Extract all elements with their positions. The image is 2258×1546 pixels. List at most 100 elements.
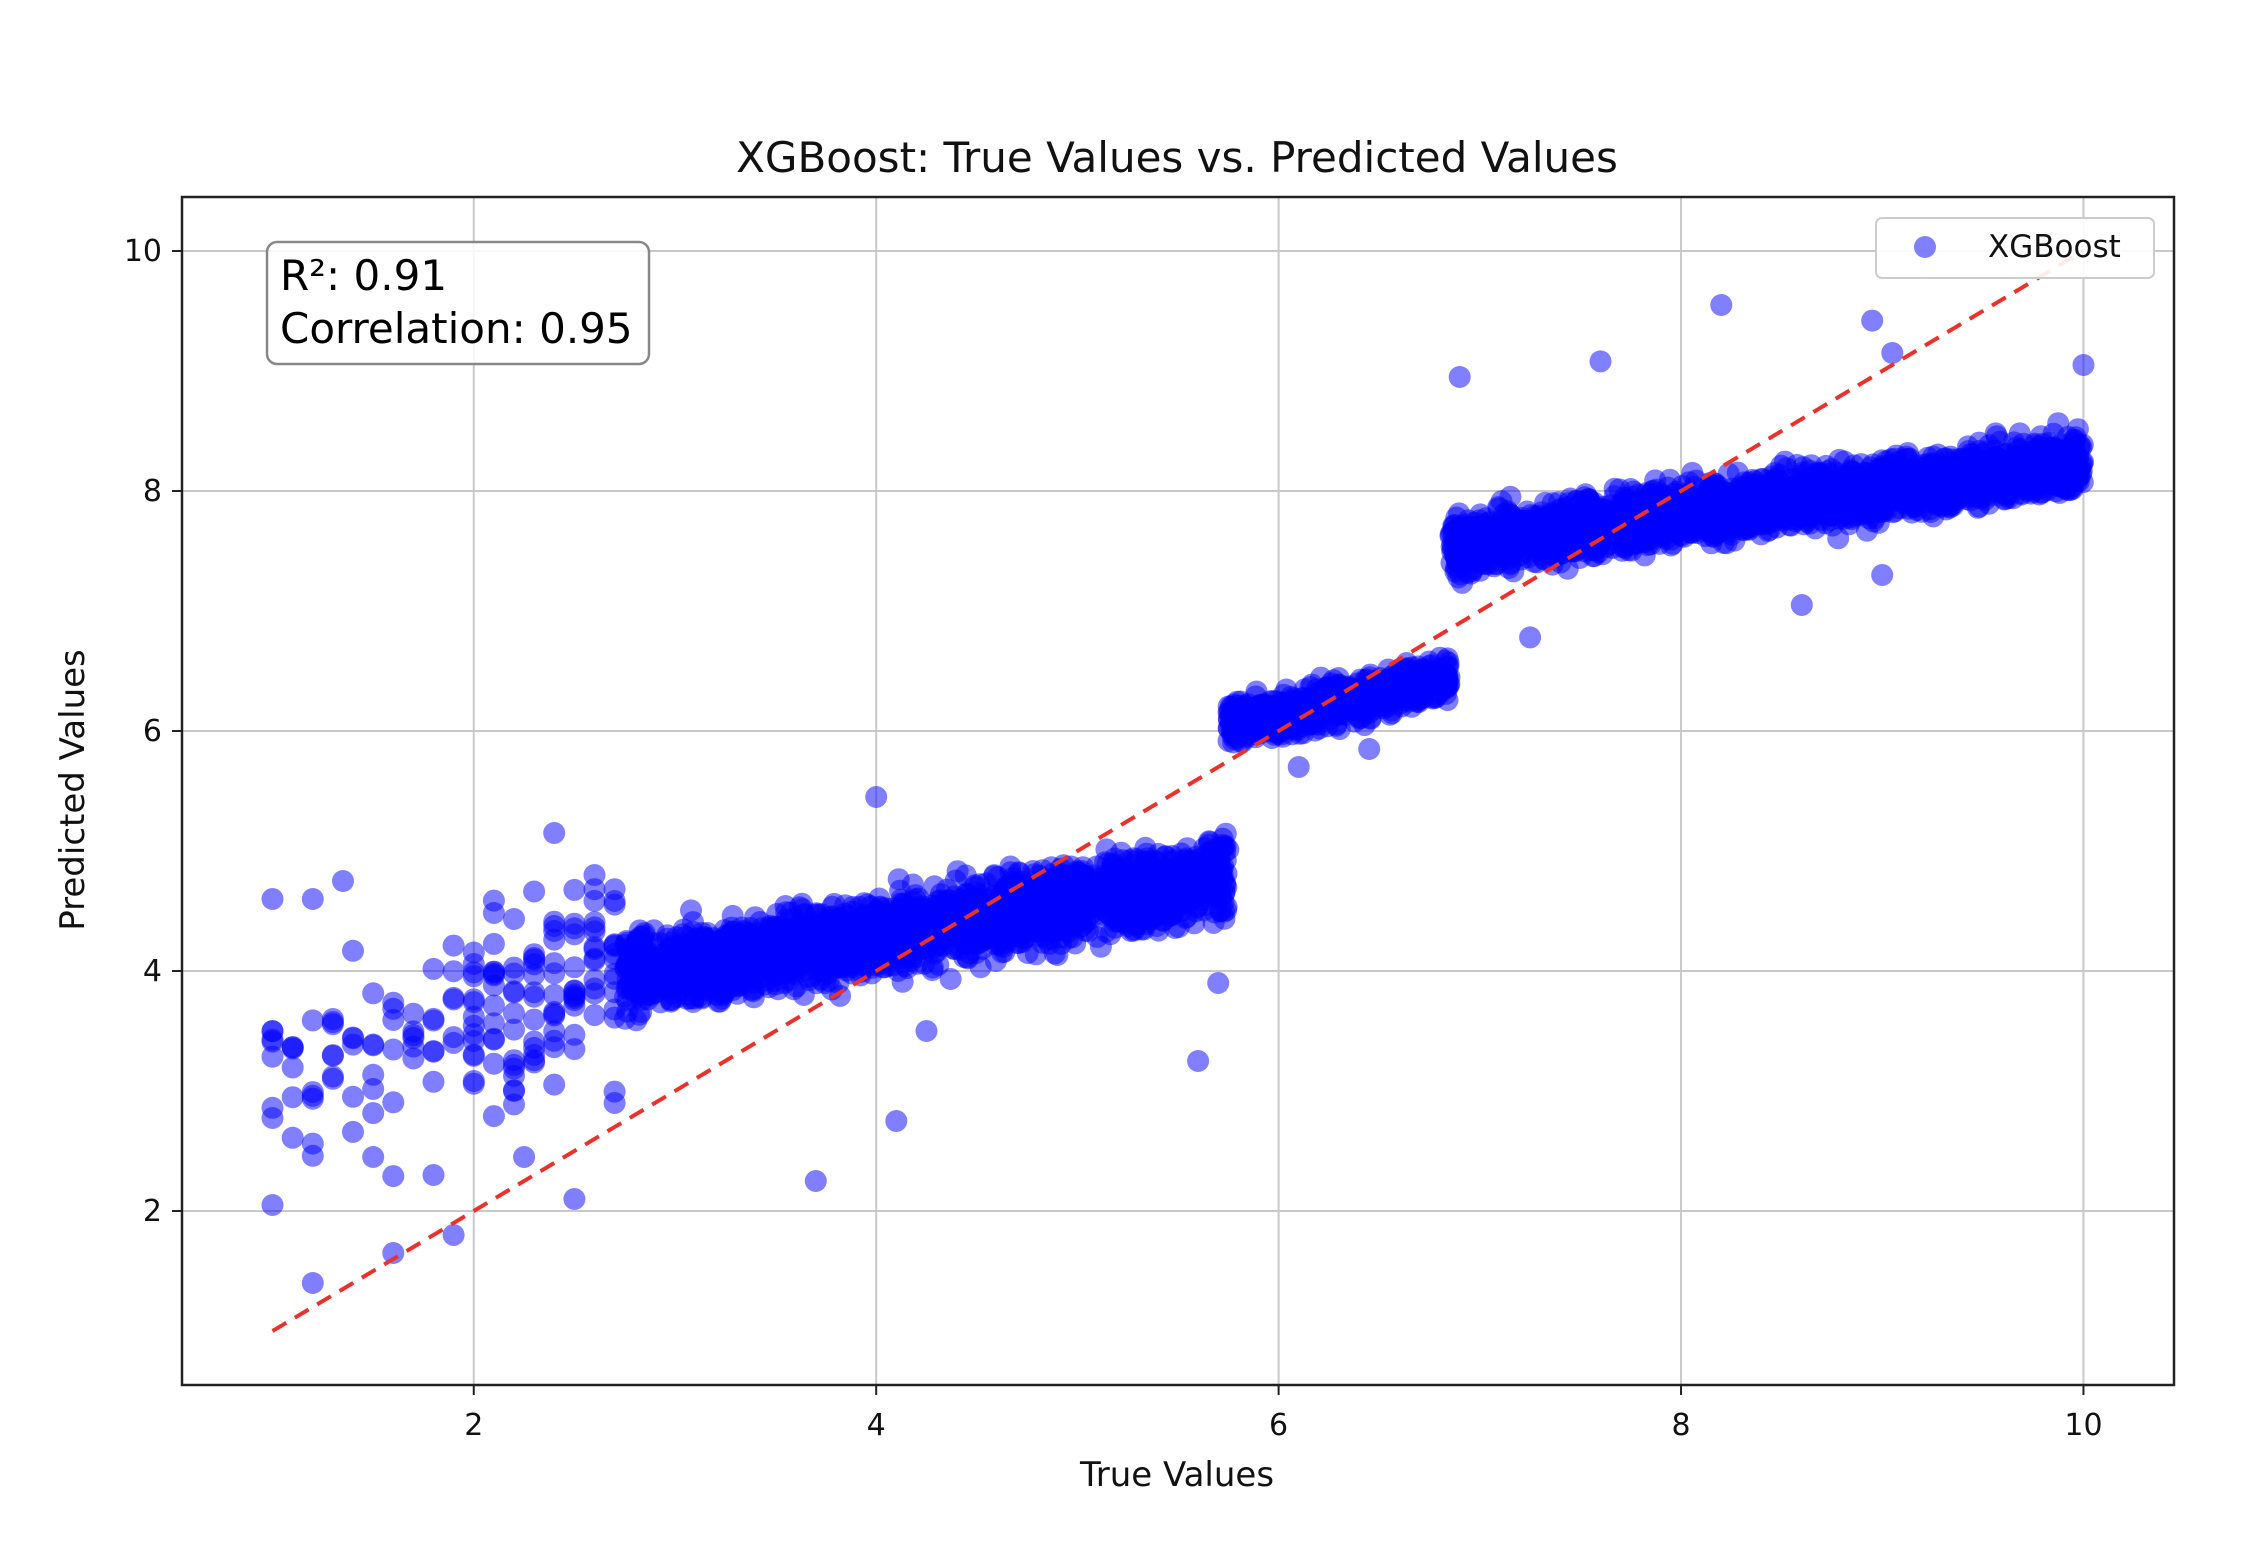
data-point — [1435, 665, 1458, 687]
data-point — [1412, 686, 1435, 709]
data-point — [342, 1120, 364, 1143]
data-point — [362, 1078, 385, 1100]
data-point — [543, 1020, 566, 1043]
data-point — [382, 1165, 405, 1188]
data-point — [1213, 882, 1236, 905]
data-point — [828, 917, 851, 940]
data-point — [1248, 694, 1271, 717]
data-point — [583, 938, 606, 961]
data-point — [1072, 890, 1095, 913]
data-point — [442, 960, 465, 983]
data-point — [442, 986, 465, 1009]
data-point — [923, 875, 946, 898]
data-point — [649, 932, 672, 955]
data-point — [422, 957, 445, 980]
data-point — [982, 901, 1005, 924]
data-point — [563, 1023, 586, 1046]
data-point — [603, 893, 626, 916]
data-point — [954, 864, 977, 887]
data-point — [503, 1018, 525, 1041]
data-point — [875, 940, 898, 963]
data-point — [722, 978, 745, 1001]
data-point — [482, 932, 505, 955]
data-point — [523, 880, 546, 903]
data-point — [523, 948, 546, 971]
data-point — [725, 929, 747, 952]
data-point — [462, 988, 485, 1011]
data-point — [646, 951, 669, 974]
data-point — [422, 1007, 445, 1030]
data-point — [776, 919, 799, 942]
data-point — [402, 1024, 425, 1047]
data-point — [1123, 918, 1146, 941]
data-point — [935, 925, 958, 948]
data-point — [1046, 944, 1069, 966]
data-point — [691, 987, 714, 1010]
data-point — [543, 952, 566, 975]
data-point — [900, 923, 923, 945]
data-point — [503, 1002, 525, 1025]
data-point — [853, 905, 876, 928]
data-point — [462, 1043, 485, 1066]
data-point — [583, 1004, 606, 1027]
data-point — [1375, 681, 1398, 704]
data-point — [1024, 943, 1047, 966]
data-point — [810, 903, 833, 926]
data-point — [482, 1012, 505, 1035]
data-point — [261, 1045, 284, 1068]
data-point — [503, 1080, 525, 1102]
data-point — [281, 1056, 304, 1079]
data-point — [462, 965, 485, 988]
data-point — [382, 1091, 405, 1114]
data-point — [891, 970, 914, 993]
data-point — [543, 1073, 566, 1096]
data-point — [1193, 837, 1216, 859]
data-point — [523, 1008, 546, 1031]
data-point — [583, 911, 606, 934]
data-point — [773, 972, 796, 994]
data-point — [1792, 456, 1815, 479]
data-point — [698, 959, 721, 982]
data-point — [1064, 932, 1087, 955]
data-point — [342, 1085, 364, 1108]
data-point — [965, 933, 988, 956]
data-point — [543, 1001, 566, 1023]
data-point — [523, 1049, 546, 1072]
data-point — [482, 994, 505, 1017]
data-point — [442, 934, 465, 957]
data-point — [889, 879, 912, 902]
data-point — [482, 1052, 505, 1075]
data-point — [503, 980, 525, 1003]
data-point — [462, 1023, 485, 1046]
data-point — [563, 983, 586, 1006]
data-point — [482, 1028, 505, 1051]
data-point — [402, 1047, 425, 1070]
data-point — [1103, 856, 1126, 879]
data-point — [543, 983, 566, 1006]
data-point — [732, 962, 755, 985]
data-point — [382, 1038, 405, 1061]
data-point — [543, 915, 566, 937]
data-point — [817, 970, 840, 992]
data-point — [862, 921, 885, 944]
data-point — [798, 922, 821, 945]
data-point — [321, 1065, 344, 1088]
data-point — [680, 955, 702, 978]
data-point — [382, 991, 405, 1014]
scatter-points — [261, 294, 2095, 1294]
data-point — [462, 1070, 485, 1092]
data-point — [321, 1044, 344, 1067]
data-point — [503, 908, 525, 930]
data-point — [1345, 699, 1368, 722]
data-point — [543, 1036, 566, 1059]
data-point — [1162, 902, 1185, 925]
data-point — [625, 1009, 648, 1032]
data-point — [281, 1086, 304, 1109]
data-point — [563, 956, 586, 979]
data-point — [1013, 913, 1036, 936]
data-point — [503, 956, 525, 979]
data-point — [1041, 862, 1064, 885]
data-point — [759, 923, 782, 946]
